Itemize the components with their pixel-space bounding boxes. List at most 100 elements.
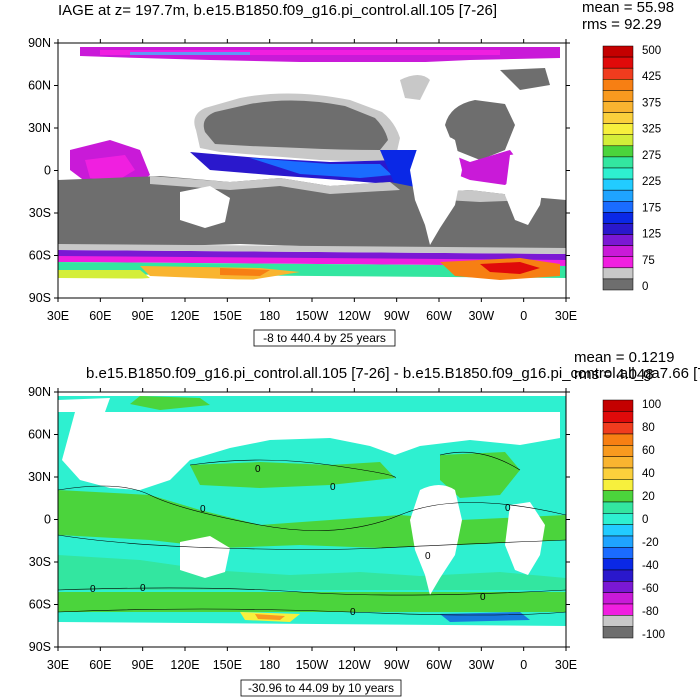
x-tick-label: 30W: [468, 658, 494, 672]
y-tick-label: 30N: [28, 470, 51, 484]
colorbar-swatch: [602, 56, 634, 69]
x-tick-label: 150W: [296, 658, 329, 672]
panel-1-colorbar-labels: 500 425 375 325 275 225 175 125 75 0: [642, 45, 661, 293]
colorbar-label: 425: [642, 71, 661, 83]
colorbar-swatch: [602, 256, 634, 269]
colorbar-swatch: [602, 581, 634, 593]
colorbar-swatch: [602, 433, 634, 446]
contour-label: 0: [90, 584, 96, 595]
x-tick-label: 30E: [47, 658, 69, 672]
colorbar-swatch: [602, 603, 634, 616]
colorbar-swatch: [602, 411, 634, 423]
x-tick-label: 30E: [555, 658, 577, 672]
contour-label: 0: [505, 503, 511, 514]
x-tick-label: 90E: [132, 658, 154, 672]
panel-2-info-box: [240, 679, 402, 697]
colorbar-swatch: [602, 615, 634, 627]
colorbar-label: -20: [642, 537, 659, 549]
colorbar-swatch: [602, 145, 634, 158]
y-tick-label: 30N: [28, 121, 51, 135]
colorbar-label: -40: [642, 560, 659, 572]
colorbar-label: 175: [642, 202, 661, 214]
colorbar-swatch: [602, 67, 634, 80]
panel-2-map: [58, 392, 566, 647]
colorbar-swatch: [602, 123, 634, 135]
y-tick-label: 0: [44, 513, 51, 527]
colorbar-swatch: [602, 201, 634, 213]
x-tick-label: 150E: [213, 309, 242, 323]
panel-2-x-axis: 30E 60E 90E 120E 150E 180 150W 120W 90W 60W 30W 0 30…: [47, 388, 577, 672]
panel-1-mean: mean = 55.98: [582, 0, 674, 16]
x-tick-label: 60E: [89, 658, 111, 672]
colorbar-label: 75: [642, 255, 655, 267]
colorbar-swatch: [602, 223, 634, 235]
colorbar-swatch: [602, 167, 634, 180]
x-tick-label: 30E: [555, 309, 577, 323]
y-tick-label: 90N: [28, 36, 51, 50]
colorbar-swatch: [602, 422, 634, 435]
colorbar-swatch: [602, 156, 634, 169]
panel-2-rms: rms = 4.048: [574, 366, 654, 383]
panel-1-x-axis: 30E 60E 90E 120E 150E 180 150W 120W 90W 60W 30W 0 30…: [47, 39, 577, 323]
colorbar-swatch: [602, 558, 634, 571]
colorbar-label: 0: [642, 514, 648, 526]
x-tick-label: 30W: [468, 309, 494, 323]
x-tick-label: 60W: [426, 658, 452, 672]
y-tick-label: 60N: [28, 79, 51, 93]
colorbar-swatch: [602, 479, 634, 491]
colorbar-swatch: [602, 90, 634, 102]
x-tick-label: 0: [520, 309, 527, 323]
colorbar-label: 60: [642, 445, 655, 457]
contour-label: 0: [480, 592, 486, 603]
y-tick-label: 30S: [29, 555, 51, 569]
panel-1-map: [58, 43, 566, 298]
colorbar-swatch: [602, 445, 634, 457]
colorbar-swatch: [602, 513, 634, 525]
colorbar-label: 80: [642, 422, 655, 434]
panel-1-info-box: [253, 329, 396, 347]
colorbar-swatch: [602, 234, 634, 246]
panel-2-y-axis: 90N 60N 30N 0 30S 60S 90S: [28, 385, 570, 654]
colorbar-label: 20: [642, 491, 655, 503]
x-tick-label: 90W: [384, 658, 410, 672]
colorbar-label: 40: [642, 468, 655, 480]
x-tick-label: 120E: [170, 309, 199, 323]
x-tick-label: 180: [259, 658, 280, 672]
colorbar-label: 225: [642, 176, 661, 188]
x-tick-label: 120E: [170, 658, 199, 672]
x-tick-label: 180: [259, 309, 280, 323]
colorbar-label: -100: [642, 629, 665, 641]
colorbar-swatch: [602, 212, 634, 224]
y-tick-label: 90S: [29, 640, 51, 654]
colorbar-swatch: [602, 456, 634, 469]
colorbar-swatch: [602, 101, 634, 113]
colorbar-swatch: [602, 399, 634, 412]
panel-1-colorbar: [602, 45, 634, 291]
colorbar-swatch: [602, 267, 634, 280]
x-tick-label: 30E: [47, 309, 69, 323]
y-tick-label: 60N: [28, 428, 51, 442]
colorbar-swatch: [602, 134, 634, 147]
contour-label: 0: [140, 583, 146, 594]
panel-1-title: IAGE at z= 197.7m, b.e15.B1850.f09_g16.p…: [58, 2, 497, 19]
colorbar-swatch: [602, 112, 634, 124]
colorbar-swatch: [602, 178, 634, 191]
x-tick-label: 60E: [89, 309, 111, 323]
colorbar-swatch: [602, 45, 634, 58]
panel-2-contour-labels: 0 0 0 0 0 0 0 0 0: [90, 464, 511, 618]
colorbar-swatch: [602, 524, 634, 537]
colorbar-swatch: [602, 592, 634, 605]
contour-label: 0: [200, 504, 206, 515]
colorbar-label: 375: [642, 97, 661, 109]
x-tick-label: 60W: [426, 309, 452, 323]
colorbar-label: 500: [642, 45, 661, 57]
x-tick-label: 120W: [338, 309, 371, 323]
panel-2-info-text: -30.96 to 44.09 by 10 years: [248, 681, 394, 695]
colorbar-swatch: [602, 535, 634, 548]
y-tick-label: 60S: [29, 598, 51, 612]
colorbar-swatch: [602, 569, 634, 582]
y-tick-label: 90S: [29, 291, 51, 305]
panel-2-colorbar-labels: 100 80 60 40 20 0 -20 -40 -60 -80 -100: [642, 399, 665, 641]
colorbar-label: 125: [642, 229, 661, 241]
